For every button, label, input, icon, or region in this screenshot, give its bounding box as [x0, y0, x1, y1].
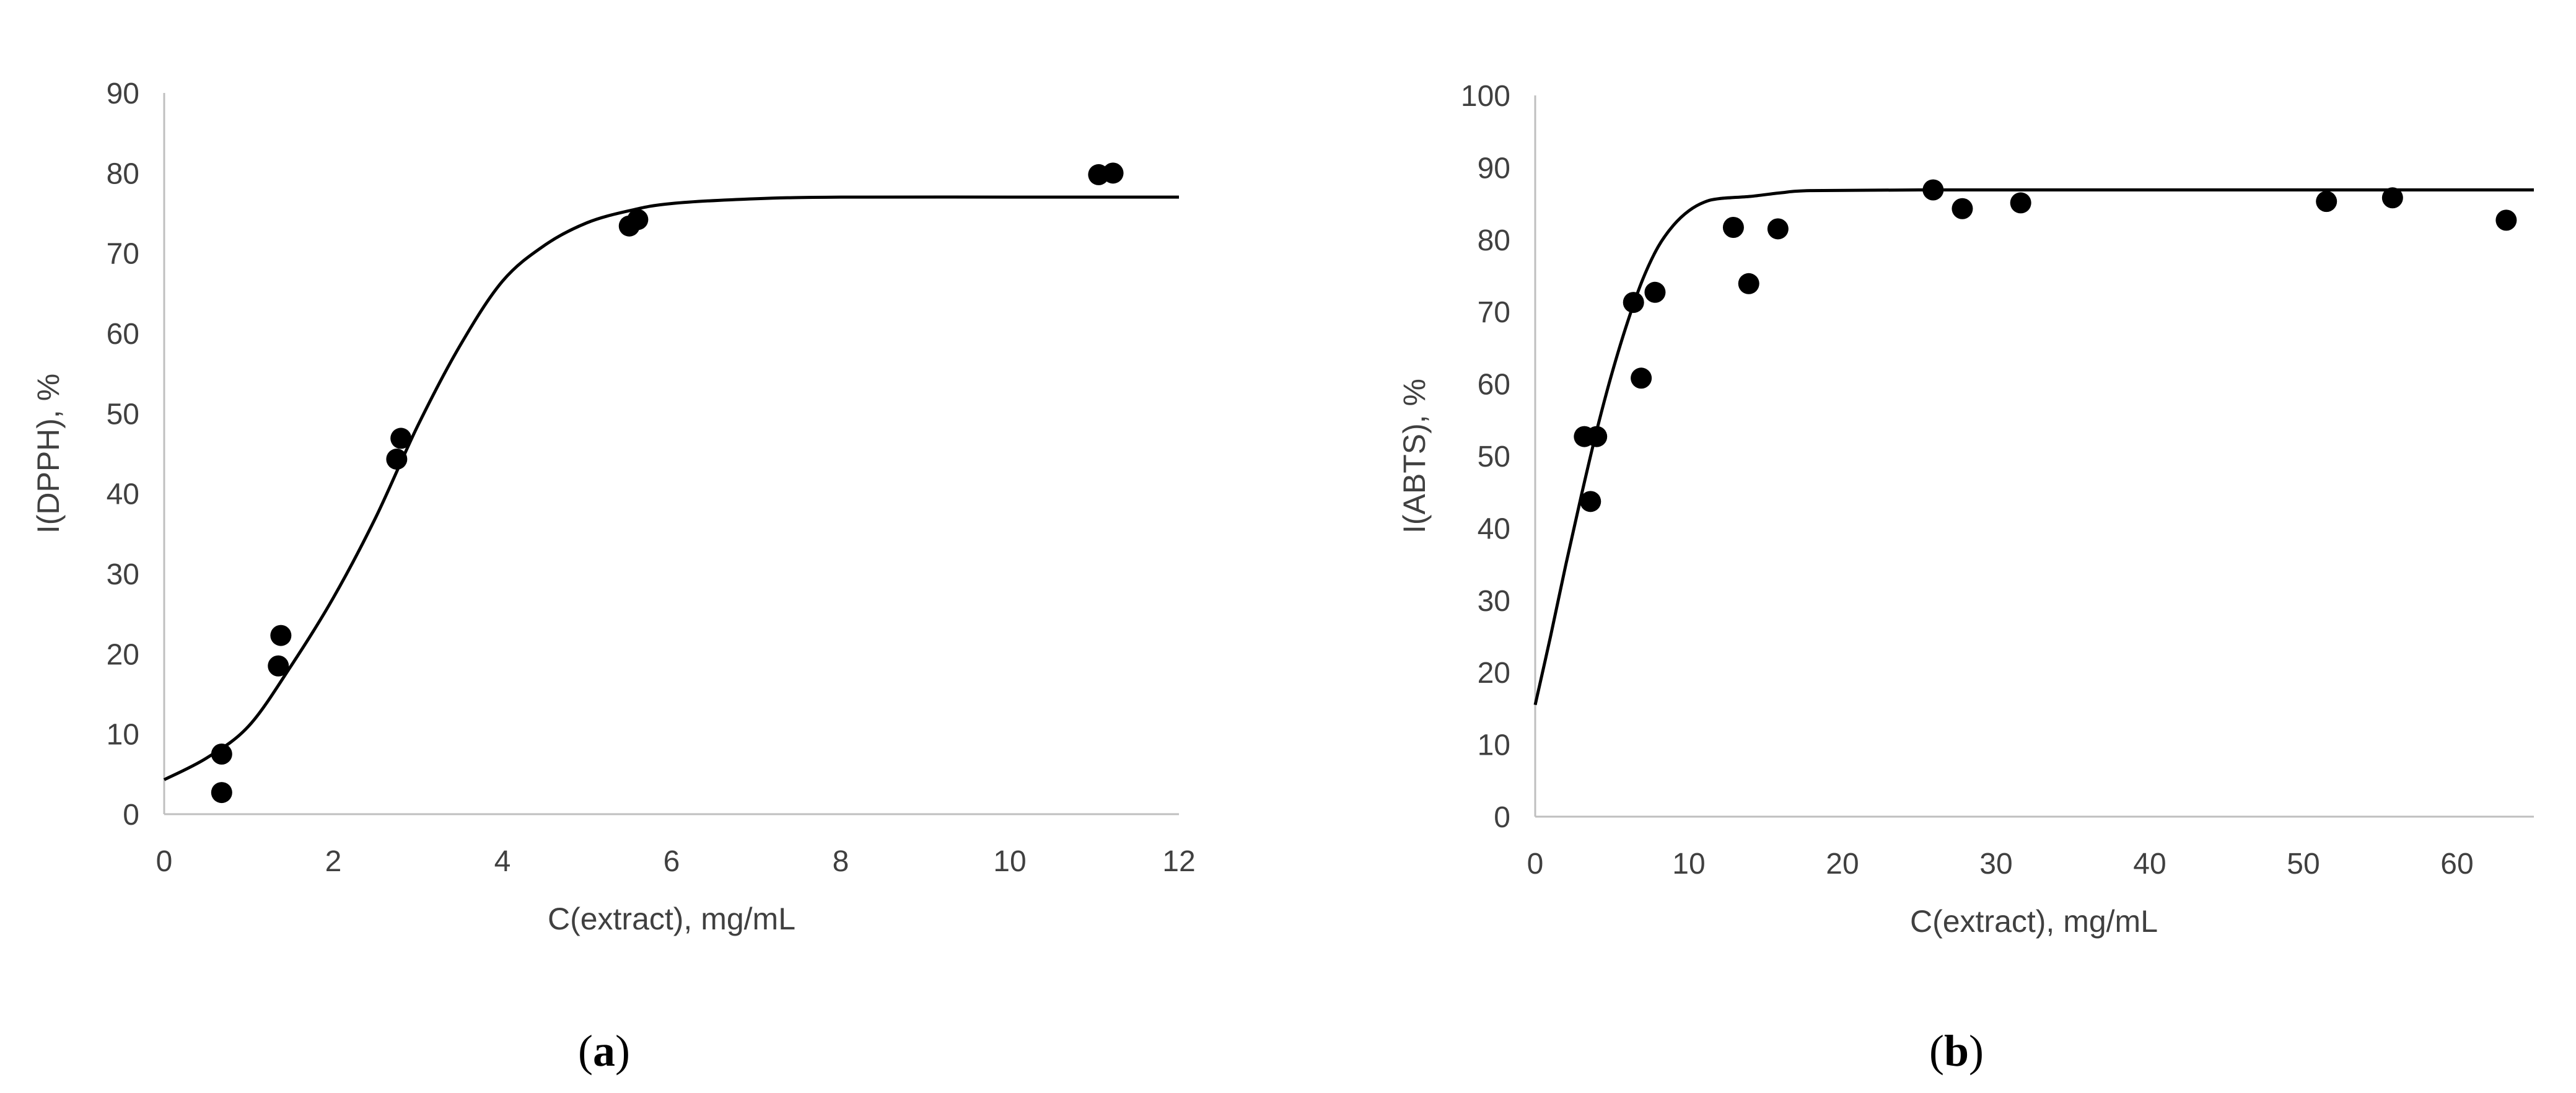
y-tick-label: 40	[1478, 512, 1510, 545]
y-tick-label: 80	[107, 157, 139, 190]
data-point	[2381, 187, 2403, 209]
data-point	[1623, 292, 1644, 314]
x-tick-label: 2	[325, 845, 342, 878]
y-tick-label: 30	[1478, 585, 1510, 618]
x-axis-title: C(extract), mg/mL	[1910, 904, 2158, 939]
fit-curve	[1533, 188, 2534, 706]
data-point	[1738, 273, 1759, 294]
data-point	[268, 655, 289, 677]
y-tick-label: 20	[107, 638, 139, 671]
data-point	[1586, 426, 1608, 447]
data-point	[2316, 191, 2337, 213]
x-tick-labels: 0 2 4 6 8 10 12	[156, 845, 1196, 878]
data-point	[211, 744, 232, 765]
fit-curve	[163, 195, 1179, 781]
x-tick-label: 0	[156, 845, 173, 878]
y-tick-label: 30	[107, 558, 139, 591]
x-tick-label: 60	[2440, 848, 2473, 880]
chart-panel-b: 0 10 20 30 40 50 60 70 80 90 100 0 10 20 30 40 50 60 C(e…	[1397, 80, 2534, 1076]
x-tick-label: 10	[1672, 848, 1705, 880]
panel-label-b: (b)	[1929, 1026, 1984, 1076]
y-tick-label: 10	[107, 719, 139, 752]
data-point	[211, 782, 232, 804]
data-point	[270, 625, 292, 646]
y-tick-label: 40	[107, 478, 139, 511]
x-tick-label: 50	[2287, 848, 2320, 880]
panel-label-a: (a)	[578, 1026, 630, 1076]
data-points	[1574, 179, 2517, 512]
data-point	[2495, 209, 2517, 231]
y-tick-label: 80	[1478, 224, 1510, 257]
x-tick-label: 12	[1162, 845, 1195, 878]
data-point	[1922, 179, 1944, 201]
data-point	[1102, 162, 1124, 184]
x-axis-title: C(extract), mg/mL	[548, 902, 795, 936]
y-tick-label: 90	[1478, 152, 1510, 185]
y-tick-label: 100	[1461, 80, 1510, 113]
x-tick-label: 40	[2133, 848, 2166, 880]
y-axis-title: I(ABTS), %	[1397, 379, 1432, 533]
data-point	[627, 209, 649, 230]
x-tick-label: 20	[1826, 848, 1859, 880]
data-point	[1580, 491, 1601, 512]
data-point	[1631, 367, 1652, 389]
y-tick-labels: 0 10 20 30 40 50 60 70 80 90 100	[1461, 80, 1510, 834]
x-tick-labels: 0 10 20 30 40 50 60	[1527, 848, 2474, 880]
data-point	[1722, 217, 1744, 239]
y-tick-label: 70	[1478, 296, 1510, 329]
x-tick-label: 8	[833, 845, 849, 878]
x-tick-label: 4	[494, 845, 511, 878]
data-point	[1952, 198, 1973, 219]
x-tick-label: 10	[993, 845, 1026, 878]
y-tick-label: 70	[107, 238, 139, 271]
data-points	[211, 162, 1124, 804]
y-tick-label: 0	[1494, 801, 1510, 834]
x-tick-label: 6	[664, 845, 680, 878]
data-point	[1644, 281, 1666, 303]
y-tick-label: 50	[1478, 441, 1510, 473]
x-tick-label: 0	[1527, 848, 1544, 880]
y-tick-label: 0	[123, 799, 139, 832]
data-point	[1767, 218, 1789, 240]
y-tick-label: 20	[1478, 657, 1510, 690]
x-tick-label: 30	[1979, 848, 2012, 880]
y-tick-label: 50	[107, 398, 139, 431]
data-point	[2010, 192, 2031, 214]
chart-panel-a: 0 10 20 30 40 50 60 70 80 90 0 2 4 6 8 10 12 C(extract)…	[31, 77, 1196, 1076]
y-tick-labels: 0 10 20 30 40 50 60 70 80 90	[107, 77, 139, 832]
y-axis-title: I(DPPH), %	[31, 374, 66, 533]
y-tick-label: 90	[107, 77, 139, 110]
y-tick-label: 60	[1478, 369, 1510, 402]
data-point	[390, 428, 412, 449]
y-tick-label: 10	[1478, 729, 1510, 762]
y-tick-label: 60	[107, 318, 139, 351]
data-point	[386, 449, 408, 470]
